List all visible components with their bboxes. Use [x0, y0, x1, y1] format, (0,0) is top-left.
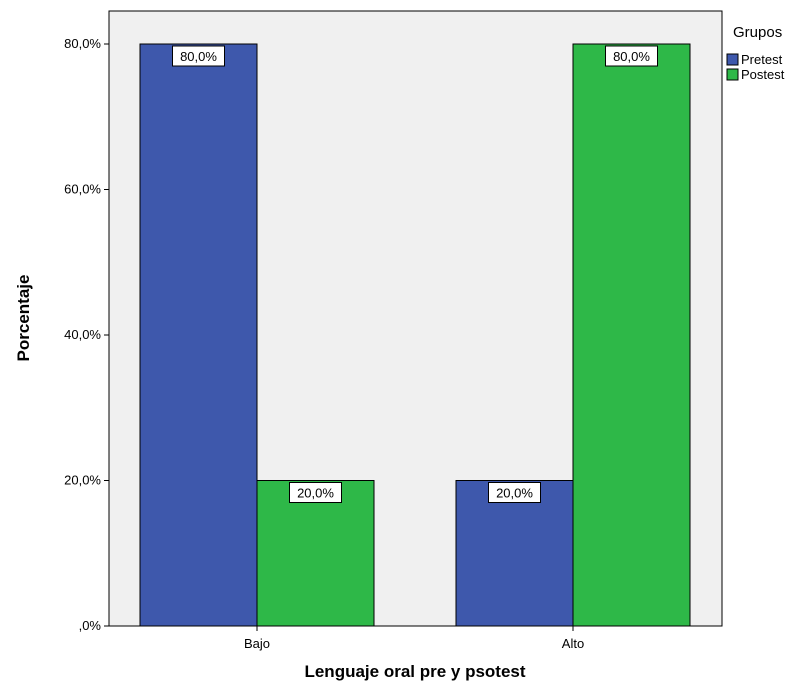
data-label-box [289, 482, 342, 503]
legend-label-pretest: Pretest [741, 52, 783, 67]
x-axis: Bajo Alto [244, 626, 584, 651]
y-tick-label: 60,0% [64, 182, 101, 197]
y-tick-label: 40,0% [64, 327, 101, 342]
y-tick-label: 80,0% [64, 36, 101, 51]
data-label-box [172, 45, 225, 67]
bar-pretest-alto [455, 480, 574, 627]
legend-title: Grupos [733, 24, 782, 41]
y-tick-label: ,0% [79, 618, 102, 633]
data-labels: 80,0% 20,0% 20,0% 80,0% [172, 45, 658, 503]
bar-pretest-bajo [139, 43, 258, 627]
data-label: 20,0% [297, 486, 334, 501]
x-tick-label: Bajo [244, 636, 270, 651]
bars [139, 43, 691, 627]
data-label: 20,0% [496, 486, 533, 501]
data-label-box [488, 482, 541, 503]
data-label-box [605, 45, 658, 67]
data-label: 80,0% [613, 49, 650, 64]
legend-label-postest: Postest [741, 67, 785, 82]
data-label: 80,0% [180, 49, 217, 64]
legend-swatch-postest [726, 68, 739, 81]
bar-postest-bajo [256, 480, 375, 627]
legend-swatch-pretest [726, 53, 739, 66]
x-axis-title: Lenguaje oral pre y psotest [304, 662, 525, 681]
x-tick-label: Alto [562, 636, 584, 651]
y-tick-label: 20,0% [64, 473, 101, 488]
bar-postest-alto [572, 43, 691, 627]
y-axis: ,0% 20,0% 40,0% 60,0% 80,0% [64, 36, 109, 633]
y-axis-title: Porcentaje [14, 275, 33, 362]
